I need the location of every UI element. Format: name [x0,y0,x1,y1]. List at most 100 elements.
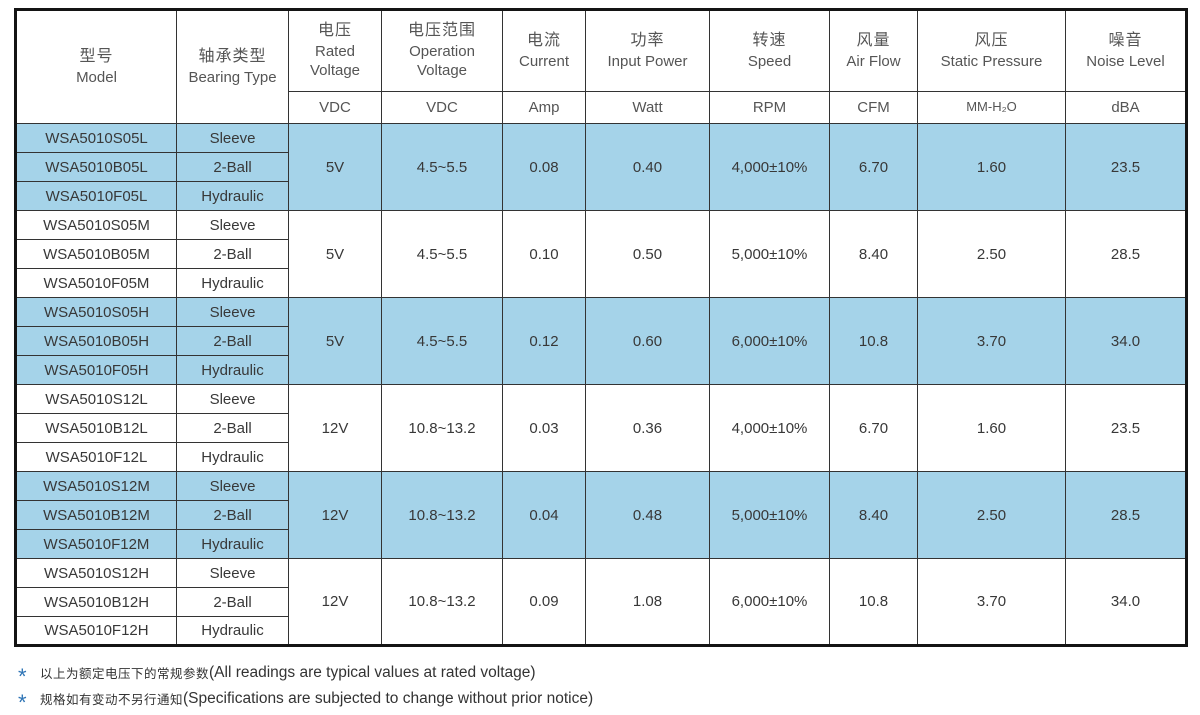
speed-cell: 5,000±10% [709,210,830,298]
bearing-type-cell: Sleeve [176,471,289,501]
model-cell: WSA5010F05H [15,355,177,385]
noise-level-cell: 34.0 [1065,297,1187,385]
rated-voltage-cell: 5V [288,297,382,385]
table-header: 型号 Model 轴承类型 Bearing Type 电压 Rated Volt… [15,9,1187,124]
col-header-input-power: 功率 Input Power [585,9,710,92]
air-flow-cell: 6.70 [829,123,918,211]
noise-level-cell: 34.0 [1065,558,1187,646]
noise-level-cell: 28.5 [1065,471,1187,559]
input-power-cell: 0.50 [585,210,710,298]
spec-row: WSA5010F12M Hydraulic [15,529,1187,559]
bearing-type-cell: Hydraulic [176,355,289,385]
model-cell: WSA5010S05M [15,210,177,240]
air-flow-cell: 10.8 [829,558,918,646]
bearing-type-cell: Sleeve [176,558,289,588]
unit-air-flow: CFM [829,91,918,124]
air-flow-cell: 6.70 [829,384,918,472]
spec-table-body: WSA5010S05L Sleeve 5V 4.5~5.5 0.08 0.40 4,000±… [15,123,1187,646]
current-cell: 0.09 [502,558,586,646]
col-header-speed: 转速 Speed [709,9,830,92]
spec-row: WSA5010S05H Sleeve 5V 4.5~5.5 0.12 0.60 6,000±… [15,297,1187,385]
col-header-air-flow-zh: 风量 [856,31,891,49]
footnote-rated-voltage-zh: 以上为额定电压下的常规参数 [40,667,210,681]
noise-level-cell: 28.5 [1065,210,1187,298]
input-power-cell: 0.36 [585,384,710,472]
bearing-type-cell: Hydraulic [176,529,289,559]
static-pressure-cell: 2.50 [917,471,1066,559]
model-cell: WSA5010B05H [15,326,177,356]
col-header-operation-voltage: 电压范围 Operation Voltage [381,9,503,92]
input-power-cell: 0.48 [585,471,710,559]
bearing-type-cell: Hydraulic [176,616,289,646]
col-header-model-en: Model [76,68,117,86]
operation-voltage-cell: 4.5~5.5 [381,297,503,385]
spec-row: WSA5010S05L Sleeve 5V 4.5~5.5 0.08 0.40 4,000±… [15,123,1187,211]
operation-voltage-cell: 4.5~5.5 [381,123,503,211]
static-pressure-cell: 2.50 [917,210,1066,298]
spec-row: WSA5010B05H 2-Ball [15,326,1187,356]
col-header-bearing-type: 轴承类型 Bearing Type [176,9,289,124]
model-cell: WSA5010S12H [15,558,177,588]
col-header-rated-voltage-zh: 电压 [317,22,352,40]
model-cell: WSA5010F12H [15,616,177,646]
unit-operation-voltage: VDC [381,91,503,124]
air-flow-cell: 8.40 [829,471,918,559]
spec-row: WSA5010B05M 2-Ball [15,239,1187,269]
unit-speed: RPM [709,91,830,124]
spec-row: WSA5010B12L 2-Ball [15,413,1187,443]
model-cell: WSA5010B12H [15,587,177,617]
col-header-speed-en: Speed [747,52,792,70]
model-cell: WSA5010S05H [15,297,177,327]
col-header-current-zh: 电流 [526,31,561,49]
col-header-rated-voltage-en: Rated Voltage [309,42,361,80]
col-header-model: 型号 Model [15,9,177,124]
model-cell: WSA5010B12M [15,500,177,530]
spec-row: WSA5010B12M 2-Ball [15,500,1187,530]
spec-row: WSA5010F12H Hydraulic [15,616,1187,646]
footnote-spec-change: * 规格如有变动不另行通知 (Specifications are subjec… [18,689,1186,715]
spec-row: WSA5010F05M Hydraulic [15,268,1187,298]
rated-voltage-cell: 12V [288,471,382,559]
unit-static-pressure: MM-H₂O [917,91,1066,124]
model-cell: WSA5010F05M [15,268,177,298]
operation-voltage-cell: 10.8~13.2 [381,471,503,559]
bearing-type-cell: 2-Ball [176,152,289,182]
spec-row: WSA5010S05M Sleeve 5V 4.5~5.5 0.10 0.50 5,000±… [15,210,1187,298]
bearing-type-cell: Sleeve [176,123,289,153]
asterisk-icon: * [18,689,27,715]
model-cell: WSA5010B05L [15,152,177,182]
rated-voltage-cell: 12V [288,384,382,472]
col-header-static-pressure: 风压 Static Pressure [917,9,1066,92]
unit-noise-level: dBA [1065,91,1187,124]
model-cell: WSA5010F12L [15,442,177,472]
model-cell: WSA5010B05M [15,239,177,269]
model-cell: WSA5010S12L [15,384,177,414]
spec-row: WSA5010S12H Sleeve 12V 10.8~13.2 0.09 1.08 6,0… [15,558,1187,646]
col-header-model-zh: 型号 [79,47,114,65]
spec-row: WSA5010S12L Sleeve 12V 10.8~13.2 0.03 0.36 4,0… [15,384,1187,472]
spec-row: WSA5010B12H 2-Ball [15,587,1187,617]
rated-voltage-cell: 12V [288,558,382,646]
col-header-current-en: Current [518,52,570,70]
air-flow-cell: 8.40 [829,210,918,298]
operation-voltage-cell: 10.8~13.2 [381,558,503,646]
unit-input-power: Watt [585,91,710,124]
bearing-type-cell: 2-Ball [176,239,289,269]
col-header-speed-zh: 转速 [752,31,787,49]
model-cell: WSA5010F05L [15,181,177,211]
air-flow-cell: 10.8 [829,297,918,385]
input-power-cell: 1.08 [585,558,710,646]
speed-cell: 4,000±10% [709,123,830,211]
asterisk-icon: * [18,663,27,689]
col-header-static-pressure-zh: 风压 [974,31,1009,49]
bearing-type-cell: 2-Ball [176,326,289,356]
speed-cell: 5,000±10% [709,471,830,559]
static-pressure-cell: 3.70 [917,297,1066,385]
unit-rated-voltage: VDC [288,91,382,124]
operation-voltage-cell: 10.8~13.2 [381,384,503,472]
col-header-input-power-zh: 功率 [630,31,665,49]
col-header-current: 电流 Current [502,9,586,92]
model-cell: WSA5010F12M [15,529,177,559]
rated-voltage-cell: 5V [288,123,382,211]
spec-row: WSA5010F12L Hydraulic [15,442,1187,472]
